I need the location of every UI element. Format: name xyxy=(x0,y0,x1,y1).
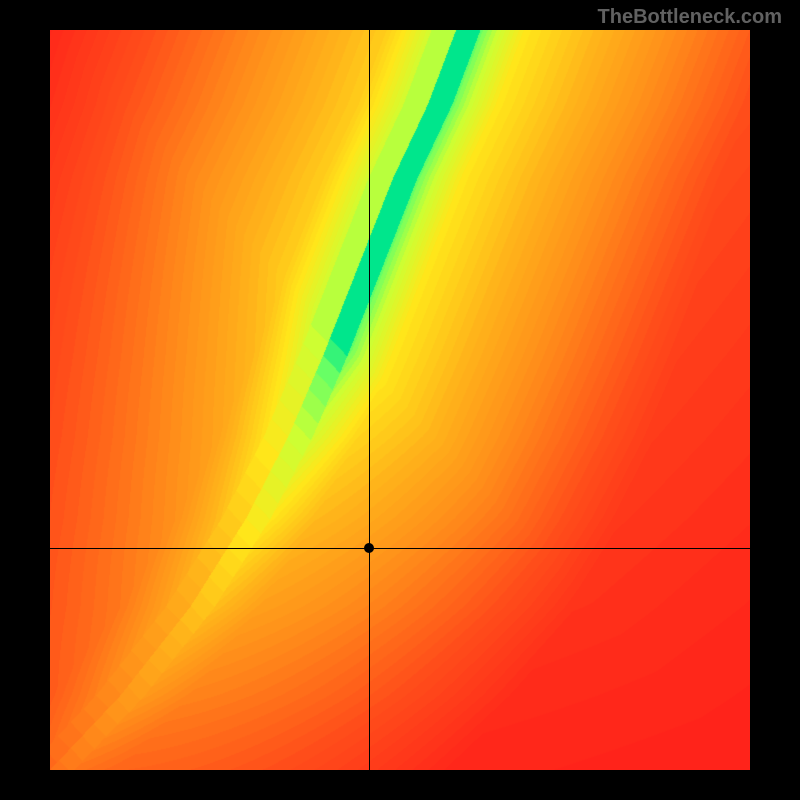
marker-dot xyxy=(364,543,374,553)
heatmap-canvas xyxy=(50,30,750,770)
watermark-text: TheBottleneck.com xyxy=(598,6,782,29)
heatmap-plot xyxy=(50,30,750,770)
crosshair-vertical xyxy=(369,30,370,770)
crosshair-horizontal xyxy=(50,548,750,549)
